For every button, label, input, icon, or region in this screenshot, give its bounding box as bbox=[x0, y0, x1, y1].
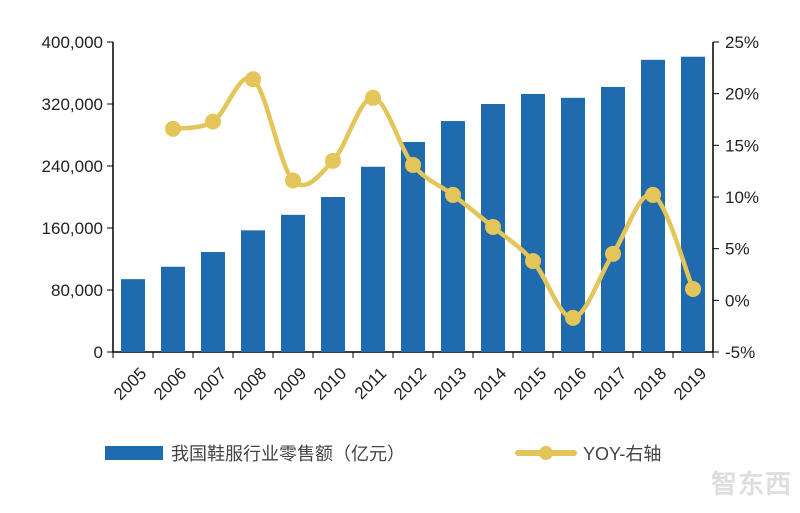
bar-2010 bbox=[321, 197, 345, 352]
right-tick-label: -5% bbox=[725, 343, 755, 362]
x-tick-label: 2007 bbox=[190, 364, 230, 404]
x-tick-label: 2012 bbox=[390, 364, 430, 404]
yoy-point-2006 bbox=[165, 120, 181, 137]
yoy-point-2010 bbox=[325, 152, 341, 169]
right-tick-label: 25% bbox=[725, 33, 759, 52]
x-tick-label: 2017 bbox=[590, 364, 630, 404]
bar-2013 bbox=[441, 121, 465, 352]
yoy-point-2013 bbox=[445, 186, 461, 203]
legend-bar: 我国鞋服行业零售额（亿元） bbox=[105, 440, 405, 466]
bar-2015 bbox=[521, 93, 545, 353]
legend-line-label: YOY-右轴 bbox=[583, 444, 662, 464]
left-tick-label: 400,000 bbox=[42, 33, 103, 52]
yoy-point-2016 bbox=[565, 309, 581, 326]
yoy-point-2015 bbox=[525, 253, 541, 270]
yoy-point-2017 bbox=[605, 245, 621, 262]
watermark-logo: 智东西 bbox=[710, 469, 792, 499]
legend-bar-label: 我国鞋服行业零售额（亿元） bbox=[171, 444, 405, 464]
x-tick-label: 2018 bbox=[630, 364, 670, 404]
x-tick-label: 2008 bbox=[230, 364, 270, 404]
bar-2005 bbox=[121, 279, 145, 352]
bar-2011 bbox=[361, 166, 385, 352]
legend-line: YOY-右轴 bbox=[515, 440, 661, 466]
yoy-point-2014 bbox=[485, 218, 501, 235]
bar-2006 bbox=[161, 266, 185, 352]
bar-2007 bbox=[201, 252, 225, 352]
x-tick-label: 2009 bbox=[270, 364, 310, 404]
yoy-point-2019 bbox=[685, 280, 701, 297]
bar-2019 bbox=[681, 56, 705, 352]
left-tick-label: 320,000 bbox=[42, 95, 103, 114]
yoy-point-2011 bbox=[365, 89, 381, 106]
x-tick-label: 2011 bbox=[351, 364, 390, 403]
yoy-point-2009 bbox=[285, 172, 301, 189]
x-tick-label: 2019 bbox=[670, 364, 710, 404]
bar-2017 bbox=[601, 86, 625, 352]
x-tick-label: 2015 bbox=[510, 364, 550, 404]
right-tick-label: 15% bbox=[725, 136, 759, 155]
left-tick-label: 0 bbox=[94, 343, 103, 362]
right-tick-label: 20% bbox=[725, 85, 759, 104]
bar-2008 bbox=[241, 230, 265, 352]
right-tick-label: 0% bbox=[725, 291, 750, 310]
yoy-point-2007 bbox=[205, 113, 221, 130]
x-tick-label: 2014 bbox=[470, 364, 510, 404]
right-tick-label: 5% bbox=[725, 240, 750, 259]
left-tick-label: 160,000 bbox=[42, 219, 103, 238]
x-tick-label: 2006 bbox=[150, 364, 190, 404]
right-tick-label: 10% bbox=[725, 188, 759, 207]
yoy-point-2012 bbox=[405, 156, 421, 173]
yoy-point-2008 bbox=[245, 71, 261, 88]
legend-line-swatch bbox=[515, 446, 577, 460]
legend-bar-swatch bbox=[105, 446, 163, 460]
left-tick-label: 240,000 bbox=[42, 157, 103, 176]
bar-2012 bbox=[401, 141, 425, 352]
left-tick-label: 80,000 bbox=[51, 281, 103, 300]
yoy-point-2018 bbox=[645, 186, 661, 203]
x-tick-label: 2016 bbox=[550, 364, 590, 404]
x-tick-label: 2005 bbox=[110, 364, 150, 404]
x-tick-label: 2010 bbox=[310, 364, 350, 404]
x-tick-label: 2013 bbox=[430, 364, 470, 404]
bar-2009 bbox=[281, 214, 305, 352]
